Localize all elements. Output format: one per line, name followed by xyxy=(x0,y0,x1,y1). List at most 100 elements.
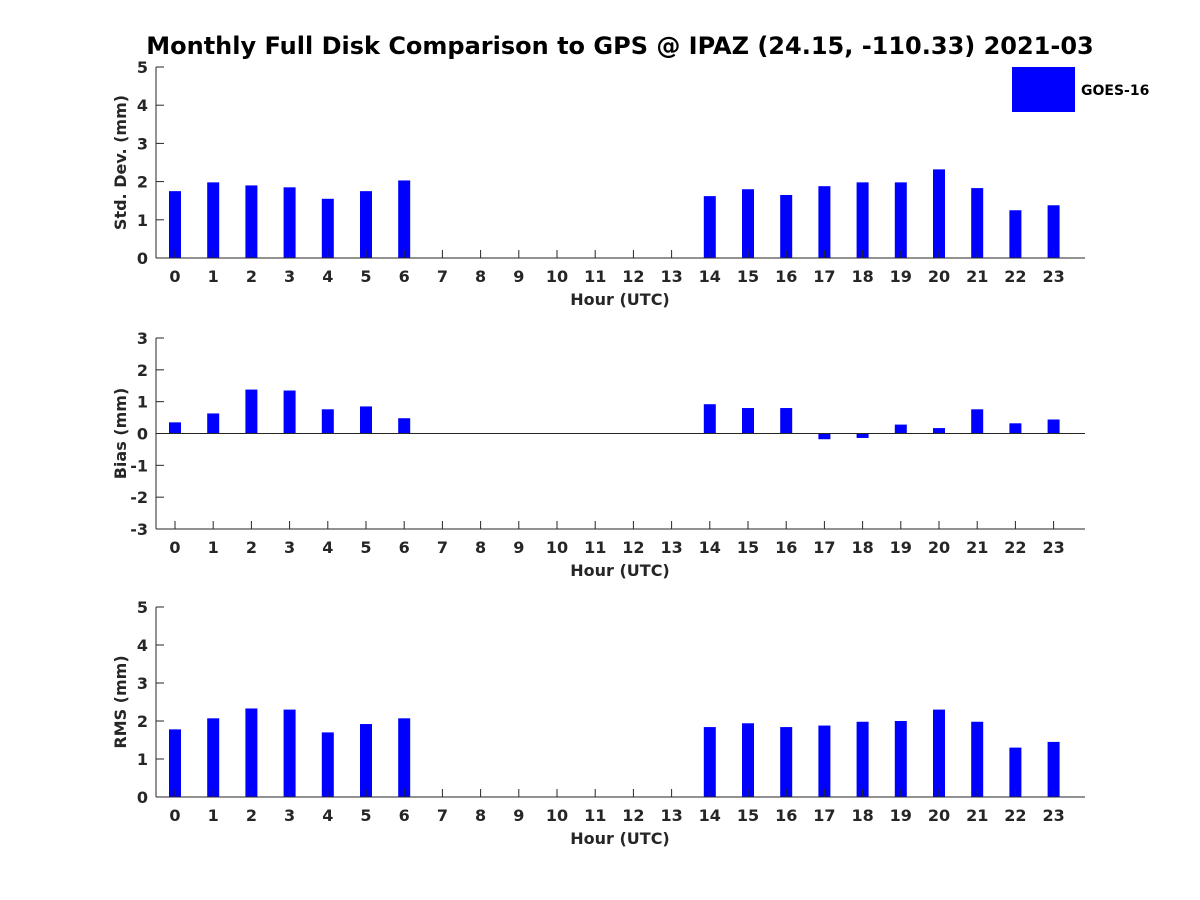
y-tick-label-bias--2: -2 xyxy=(130,488,148,507)
x-tick-label-rms-8: 8 xyxy=(475,806,486,825)
y-tick-label-rms-2: 2 xyxy=(137,712,148,731)
bar-rms-hour-20 xyxy=(933,709,945,797)
bar-std-dev-hour-23 xyxy=(1047,205,1060,258)
y-tick-label-std-dev-3: 3 xyxy=(137,134,148,153)
x-tick-label-rms-10: 10 xyxy=(546,806,568,825)
bar-std-dev-hour-5 xyxy=(360,191,372,258)
x-tick-label-rms-18: 18 xyxy=(851,806,873,825)
x-tick-label-rms-3: 3 xyxy=(284,806,295,825)
x-tick-label-std-dev-20: 20 xyxy=(928,267,950,286)
x-tick-label-std-dev-18: 18 xyxy=(851,267,873,286)
x-tick-label-bias-17: 17 xyxy=(813,538,835,557)
x-tick-label-rms-21: 21 xyxy=(966,806,988,825)
y-axis-label-rms: RMS (mm) xyxy=(111,655,130,748)
x-tick-label-std-dev-12: 12 xyxy=(622,267,644,286)
bar-bias-hour-19 xyxy=(894,424,907,434)
y-tick-label-bias-0: 0 xyxy=(137,425,148,444)
bar-rms-hour-21 xyxy=(971,721,984,797)
bar-std-dev-hour-1 xyxy=(207,182,220,258)
bar-std-dev-hour-17 xyxy=(818,186,831,258)
x-tick-label-bias-5: 5 xyxy=(360,538,371,557)
bar-rms-hour-17 xyxy=(818,725,831,797)
x-tick-label-bias-14: 14 xyxy=(699,538,721,557)
bar-std-dev-hour-15 xyxy=(742,189,754,258)
x-tick-label-bias-22: 22 xyxy=(1004,538,1026,557)
bar-std-dev-hour-18 xyxy=(856,182,869,258)
x-tick-label-std-dev-7: 7 xyxy=(437,267,448,286)
x-tick-label-bias-15: 15 xyxy=(737,538,759,557)
x-tick-label-bias-10: 10 xyxy=(546,538,568,557)
y-tick-label-bias-1: 1 xyxy=(137,393,148,412)
x-tick-label-rms-1: 1 xyxy=(208,806,219,825)
bar-bias-hour-21 xyxy=(971,409,984,434)
y-axis-label-std-dev: Std. Dev. (mm) xyxy=(111,95,130,230)
x-tick-label-rms-20: 20 xyxy=(928,806,950,825)
x-tick-label-rms-9: 9 xyxy=(513,806,524,825)
y-tick-label-bias-2: 2 xyxy=(137,361,148,380)
x-tick-label-bias-9: 9 xyxy=(513,538,524,557)
x-tick-label-bias-16: 16 xyxy=(775,538,797,557)
x-tick-label-std-dev-16: 16 xyxy=(775,267,797,286)
x-tick-label-std-dev-3: 3 xyxy=(284,267,295,286)
bar-std-dev-hour-4 xyxy=(321,198,334,258)
legend-label-goes-16: GOES-16 xyxy=(1081,83,1149,99)
bar-std-dev-hour-20 xyxy=(933,169,945,258)
x-tick-label-bias-3: 3 xyxy=(284,538,295,557)
x-tick-label-std-dev-8: 8 xyxy=(475,267,486,286)
bar-rms-hour-2 xyxy=(245,708,258,797)
x-tick-label-bias-0: 0 xyxy=(169,538,180,557)
x-tick-label-std-dev-15: 15 xyxy=(737,267,759,286)
x-tick-label-rms-23: 23 xyxy=(1042,806,1064,825)
x-tick-label-bias-20: 20 xyxy=(928,538,950,557)
y-tick-label-rms-5: 5 xyxy=(137,598,148,617)
y-axis-label-bias: Bias (mm) xyxy=(111,388,130,480)
bar-std-dev-hour-16 xyxy=(780,194,793,258)
bar-bias-hour-0 xyxy=(169,422,181,434)
x-tick-label-bias-7: 7 xyxy=(437,538,448,557)
bar-bias-hour-15 xyxy=(742,408,754,434)
y-tick-label-std-dev-2: 2 xyxy=(137,173,148,192)
x-tick-label-rms-17: 17 xyxy=(813,806,835,825)
bar-rms-hour-4 xyxy=(321,732,334,797)
x-tick-label-bias-21: 21 xyxy=(966,538,988,557)
y-tick-label-std-dev-0: 0 xyxy=(137,249,148,268)
bar-rms-hour-22 xyxy=(1009,747,1022,797)
y-tick-label-rms-4: 4 xyxy=(137,636,148,655)
bar-rms-hour-1 xyxy=(207,718,220,797)
x-tick-label-rms-15: 15 xyxy=(737,806,759,825)
bar-bias-hour-4 xyxy=(321,409,334,434)
chart-title: Monthly Full Disk Comparison to GPS @ IP… xyxy=(146,32,1094,60)
x-tick-label-std-dev-13: 13 xyxy=(660,267,682,286)
bar-bias-hour-23 xyxy=(1047,419,1060,434)
legend-swatch xyxy=(1012,67,1075,112)
x-axis-label-std-dev: Hour (UTC) xyxy=(570,290,670,309)
x-tick-label-rms-5: 5 xyxy=(360,806,371,825)
x-tick-label-rms-11: 11 xyxy=(584,806,606,825)
bar-bias-hour-14 xyxy=(703,404,716,434)
y-tick-label-bias--3: -3 xyxy=(130,520,148,539)
x-tick-label-rms-22: 22 xyxy=(1004,806,1026,825)
bar-rms-hour-6 xyxy=(398,718,411,797)
x-tick-label-rms-6: 6 xyxy=(399,806,410,825)
x-axis-label-bias: Hour (UTC) xyxy=(570,561,670,580)
bar-std-dev-hour-19 xyxy=(894,182,907,258)
x-tick-label-rms-0: 0 xyxy=(169,806,180,825)
bar-bias-hour-22 xyxy=(1009,423,1022,434)
x-tick-label-bias-12: 12 xyxy=(622,538,644,557)
bar-bias-hour-1 xyxy=(207,413,220,434)
x-tick-label-rms-19: 19 xyxy=(890,806,912,825)
x-tick-label-bias-13: 13 xyxy=(660,538,682,557)
bar-rms-hour-15 xyxy=(742,723,754,797)
bar-bias-hour-5 xyxy=(360,406,372,434)
x-tick-label-std-dev-9: 9 xyxy=(513,267,524,286)
x-tick-label-std-dev-11: 11 xyxy=(584,267,606,286)
bar-std-dev-hour-21 xyxy=(971,188,984,258)
x-tick-label-bias-8: 8 xyxy=(475,538,486,557)
x-tick-label-std-dev-19: 19 xyxy=(890,267,912,286)
bar-rms-hour-14 xyxy=(703,727,716,797)
x-tick-label-std-dev-6: 6 xyxy=(399,267,410,286)
x-tick-label-std-dev-22: 22 xyxy=(1004,267,1026,286)
